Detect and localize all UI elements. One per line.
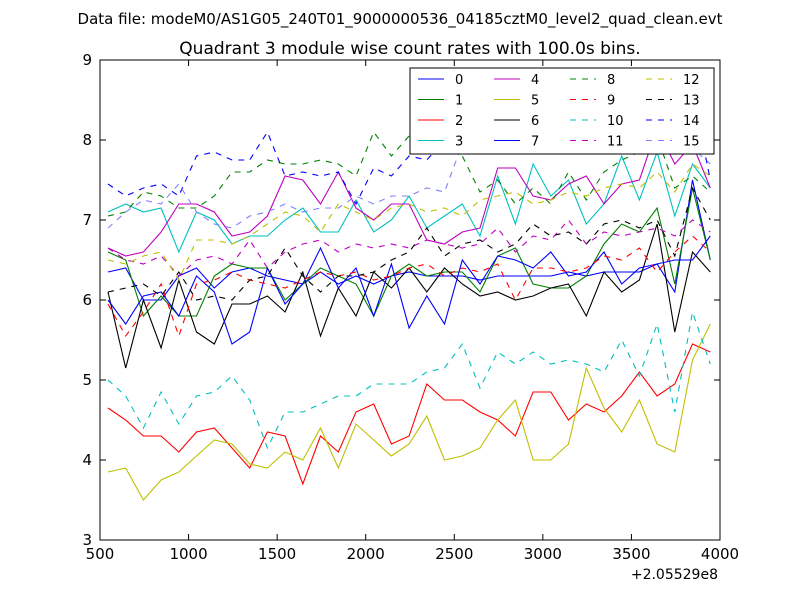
y-tick-label: 8 <box>82 131 92 149</box>
legend-label-15: 15 <box>683 135 700 150</box>
y-tick-label: 5 <box>82 371 92 389</box>
y-tick-label: 7 <box>82 211 92 229</box>
series-line-5 <box>107 323 711 501</box>
legend-label-2: 2 <box>455 114 463 129</box>
legend-label-9: 9 <box>607 94 615 109</box>
legend-label-8: 8 <box>607 73 615 88</box>
series-line-11 <box>107 219 711 277</box>
legend-label-7: 7 <box>531 135 539 150</box>
legend-box <box>409 67 715 155</box>
series-line-10 <box>107 311 711 450</box>
y-tick-label: 3 <box>82 531 92 549</box>
x-offset-label: +2.05529e8 <box>631 567 718 583</box>
tick-layer: 500 1000 1500 2000 2500 3000 3500 4000 3 4 5 6 7 8 9 <box>82 51 739 563</box>
x-tick-label: 2000 <box>347 545 385 563</box>
series-line-13 <box>107 186 711 301</box>
x-tick-label: 4000 <box>701 545 739 563</box>
legend-label-13: 13 <box>683 94 700 109</box>
plot-frame <box>99 59 721 541</box>
series-line-12 <box>107 163 711 282</box>
x-tick-label: 2500 <box>435 545 473 563</box>
x-tick-label: 3000 <box>524 545 562 563</box>
series-line-14 <box>107 90 711 206</box>
legend-label-5: 5 <box>531 94 539 109</box>
series-line-9 <box>107 235 711 338</box>
legend-label-12: 12 <box>683 73 700 88</box>
legend-label-6: 6 <box>531 114 539 129</box>
y-tick-label: 9 <box>82 51 92 69</box>
legend-label-1: 1 <box>455 94 463 109</box>
series-line-2 <box>107 343 711 486</box>
series-line-1 <box>107 187 711 318</box>
x-tick-label: 500 <box>86 545 115 563</box>
chart-title: Quadrant 3 module wise count rates with … <box>179 39 640 59</box>
x-tick-label: 1500 <box>258 545 296 563</box>
legend-label-10: 10 <box>607 114 624 129</box>
y-tick-label: 4 <box>82 451 92 469</box>
x-tick-label: 1000 <box>169 545 207 563</box>
series-line-7 <box>107 235 711 345</box>
series-line-3 <box>107 150 711 254</box>
y-tick-label: 6 <box>82 291 92 309</box>
legend-label-4: 4 <box>531 73 539 88</box>
x-tick-label: 3500 <box>612 545 650 563</box>
series-layer <box>107 82 711 501</box>
legend-label-3: 3 <box>455 135 463 150</box>
legend-label-14: 14 <box>683 114 700 129</box>
legend-label-0: 0 <box>455 73 463 88</box>
chart-suptitle: Data file: modeM0/AS1G05_240T01_90000005… <box>78 10 723 29</box>
legend-label-11: 11 <box>607 135 624 150</box>
